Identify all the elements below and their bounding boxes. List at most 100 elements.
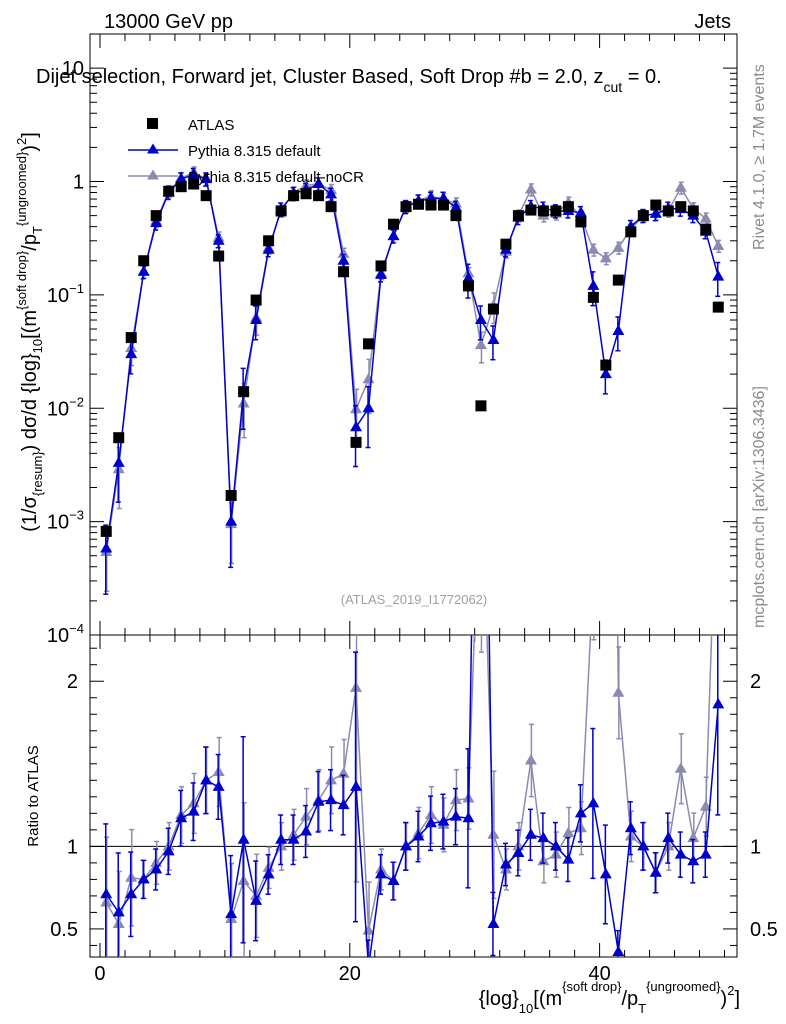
series-line-pythia-default [105,173,719,549]
data-point-atlas [275,205,287,217]
data-point-atlas [675,201,687,213]
ratio-point-pythia-default [112,905,125,917]
data-point-atlas [188,178,200,190]
data-point-atlas [600,359,612,371]
data-point-atlas [113,432,125,444]
ratio-point-pythia-nocr [562,826,575,838]
plot-title-sub: cut [604,79,623,95]
data-point-atlas [425,199,437,211]
ratio-point-pythia-default [524,828,537,839]
x-tick-label: 40 [588,963,610,985]
main-data-layer [100,166,725,595]
ratio-point-pythia-default [612,945,625,957]
data-point-atlas [100,525,112,537]
data-point-pythia-default [599,367,612,379]
ratio-point-pythia-default [137,872,150,884]
ratio-point-pythia-default [512,846,525,857]
ratio-tick-label: 0.5 [750,919,778,941]
x-axis-label: {log}10[(m{soft drop}/pT{ungroomed})2] [479,979,740,1016]
ratio-point-pythia-default [187,805,200,816]
data-point-atlas [650,199,662,211]
data-point-atlas [288,190,300,202]
data-point-pythia-default [175,172,188,184]
ratio-point-pythia-default [537,831,550,843]
ratio-point-pythia-default [587,796,600,808]
data-point-pythia-nocr [599,251,612,263]
data-point-atlas [575,216,587,228]
data-point-atlas [537,205,549,217]
data-point-atlas [662,205,674,217]
ratio-point-pythia-default [275,833,288,844]
ratio-point-pythia-nocr [612,686,625,697]
energy-label: 13000 GeV pp [104,11,233,33]
ratio-point-pythia-default [212,780,225,791]
data-point-atlas [462,280,474,292]
data-point-pythia-default [250,313,263,325]
ratio-point-pythia-default [712,697,725,709]
ratio-point-pythia-default [599,867,612,879]
y-tick-label: 10−4 [47,621,84,647]
plot-title-tail: = 0. [622,66,661,88]
jets-label: Jets [694,11,731,33]
data-point-atlas [587,291,599,303]
data-point-pythia-default [449,200,462,212]
data-point-atlas [313,190,325,202]
data-point-atlas [712,301,724,313]
data-point-atlas [200,190,212,202]
data-point-atlas [625,226,637,238]
y-tick-label: 10 [62,58,84,80]
data-point-atlas [550,205,562,217]
ratio-point-pythia-default [687,854,700,866]
data-point-pythia-nocr [712,239,725,250]
data-point-atlas [175,181,187,193]
ratio-point-pythia-default [200,773,213,785]
ratio-point-pythia-nocr [475,444,487,455]
legend-marker-atlas [147,118,158,129]
data-point-pythia-nocr [699,212,712,223]
ratio-point-pythia-default [325,793,338,805]
ratio-tick-label: 2 [67,671,78,693]
data-point-pythia-default [100,541,113,553]
data-point-pythia-default [487,333,500,344]
ratio-point-pythia-default [549,839,562,851]
ratio-point-pythia-default [250,894,263,905]
data-point-atlas [150,210,162,222]
data-point-pythia-default [112,456,125,467]
ratio-point-pythia-nocr [524,753,537,765]
ratio-point-pythia-default [150,862,163,874]
data-point-atlas [250,294,262,306]
data-point-atlas [525,204,537,216]
data-point-atlas [512,210,524,222]
ratio-point-pythia-default [649,866,662,877]
legend-label-pythia-nocr: Pythia 8.315 default-noCR [188,169,364,186]
ratio-point-pythia-default [337,798,350,810]
legend-label-atlas: ATLAS [188,117,234,134]
ratio-point-pythia-default [162,844,175,856]
legend-label-pythia-default: Pythia 8.315 default [188,143,321,160]
ratio-point-pythia-nocr [699,800,712,811]
data-point-atlas [412,198,424,210]
legend-marker-pythia-default [147,143,159,154]
ratio-data-layer [100,434,725,957]
ratio-point-pythia-default [487,917,500,928]
data-point-atlas [437,199,449,211]
ratio-tick-label: 1 [67,836,78,858]
ratio-point-pythia-nocr [587,571,599,582]
data-point-pythia-default [125,347,138,359]
data-point-atlas [612,274,624,286]
ratio-panel-frame [89,634,738,958]
data-point-atlas [238,386,250,398]
data-point-atlas [163,185,175,197]
ratio-point-pythia-default [574,806,587,818]
ratio-tick-label: 0.5 [50,919,78,941]
ratio-point-pythia-default [237,833,250,844]
ratio-tick-label: 2 [750,671,761,693]
data-point-atlas [125,332,137,344]
data-point-atlas [637,210,649,222]
data-point-atlas [213,250,225,262]
ratio-point-pythia-default [499,858,512,869]
data-point-pythia-nocr [587,243,600,254]
ratio-point-pythia-nocr [712,434,724,445]
analysis-tag: (ATLAS_2019_I1772062) [341,592,487,607]
ratio-point-pythia-default [350,780,363,791]
